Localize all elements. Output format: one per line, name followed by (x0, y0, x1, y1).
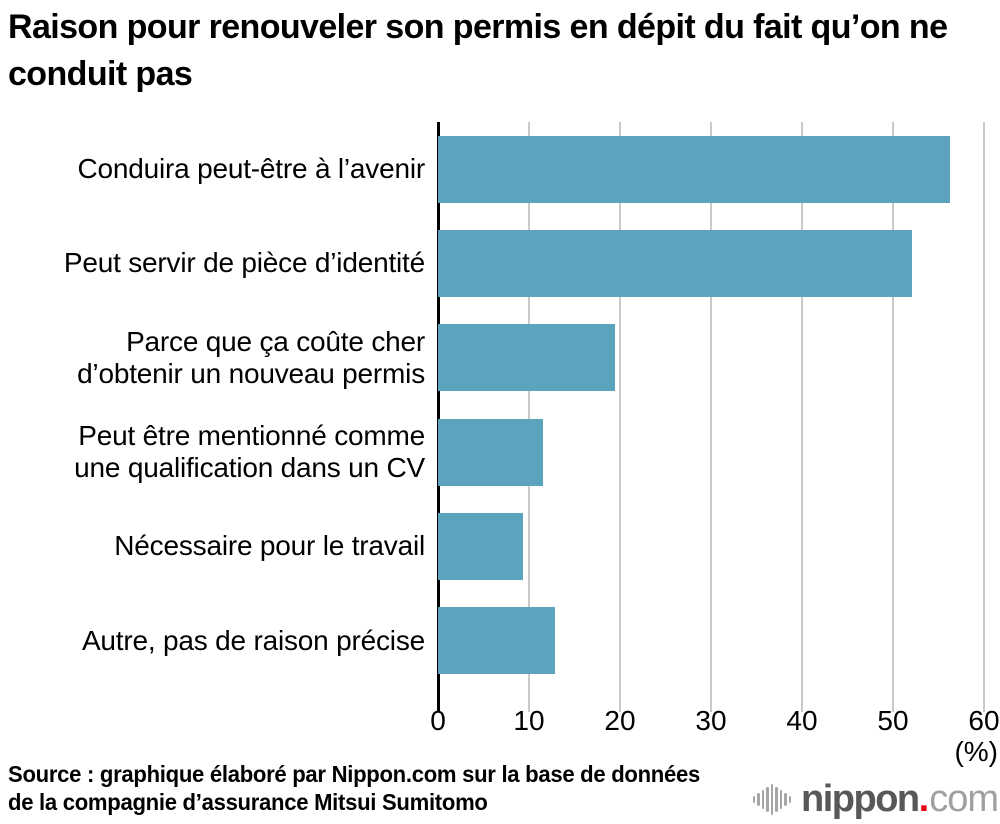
x-tick-mark (892, 703, 894, 712)
bars-layer: Conduira peut-être à l’avenir Peut servir… (0, 122, 1000, 688)
category-label: Conduira peut-être à l’avenir (77, 153, 425, 185)
bar-row: Parce que ça coûte cher d’obtenir un nou… (0, 311, 1000, 405)
x-tick-label: 20 (604, 705, 636, 736)
x-tick-label: 0 (430, 705, 446, 736)
x-tick-mark (528, 703, 530, 712)
gridline (710, 122, 712, 703)
x-tick-mark (437, 703, 440, 712)
x-tick-label: 50 (877, 705, 909, 736)
x-tick-mark (983, 703, 985, 712)
gridline (801, 122, 803, 703)
source-line-1: Source : graphique élaboré par Nippon.co… (8, 761, 700, 787)
grid-layer (437, 122, 1000, 712)
logo-text: nippon. com (801, 778, 999, 820)
x-axis-unit-label: (%) (954, 736, 998, 767)
bar (438, 229, 913, 297)
bar-row: Conduira peut-être à l’avenir (0, 122, 1000, 216)
category-label: Peut être mentionné comme une qualificat… (74, 419, 425, 484)
gridline (619, 122, 621, 703)
x-axis-tick-labels: 0 10 20 30 40 50 60 (430, 705, 1000, 745)
bar-row: Nécessaire pour le travail (0, 499, 1000, 593)
logo-word-com: com (929, 778, 999, 820)
gridline (528, 122, 530, 703)
category-label: Autre, pas de raison précise (81, 624, 425, 656)
soundwave-icon (752, 783, 794, 815)
x-tick-mark (619, 703, 621, 712)
logo-word-nippon: nippon (801, 778, 920, 820)
bar-row: Peut servir de pièce d’identité (0, 216, 1000, 310)
x-tick-label: 30 (695, 705, 727, 736)
gridline (983, 122, 985, 703)
chart-title: Raison pour renouveler son permis en dép… (8, 8, 948, 93)
category-label: Nécessaire pour le travail (114, 530, 425, 562)
x-tick-label: 40 (786, 705, 818, 736)
source-line-2: de la compagnie d’assurance Mitsui Sumit… (8, 789, 488, 816)
x-tick-label: 60 (968, 705, 1000, 736)
x-tick-label: 10 (513, 705, 545, 736)
bar (438, 135, 951, 203)
x-tick-mark (801, 703, 803, 712)
y-axis-line (437, 122, 440, 703)
bar (438, 512, 523, 580)
x-tick-mark (710, 703, 712, 712)
source-note: Source : graphique élaboré par Nippon.co… (8, 760, 700, 816)
bar-row: Autre, pas de raison précise (0, 593, 1000, 687)
gridline (892, 122, 894, 703)
bar-chart: Conduira peut-être à l’avenir Peut servir… (0, 122, 1000, 712)
logo-dot: . (918, 778, 930, 820)
bar (438, 324, 616, 392)
category-label: Peut servir de pièce d’identité (63, 247, 425, 279)
bar (438, 418, 543, 486)
nippon-logo: nippon. com (752, 776, 999, 822)
bar (438, 607, 556, 675)
category-label: Parce que ça coûte cher d’obtenir un nou… (77, 325, 425, 389)
bar-row: Peut être mentionné comme une qualificat… (0, 405, 1000, 499)
